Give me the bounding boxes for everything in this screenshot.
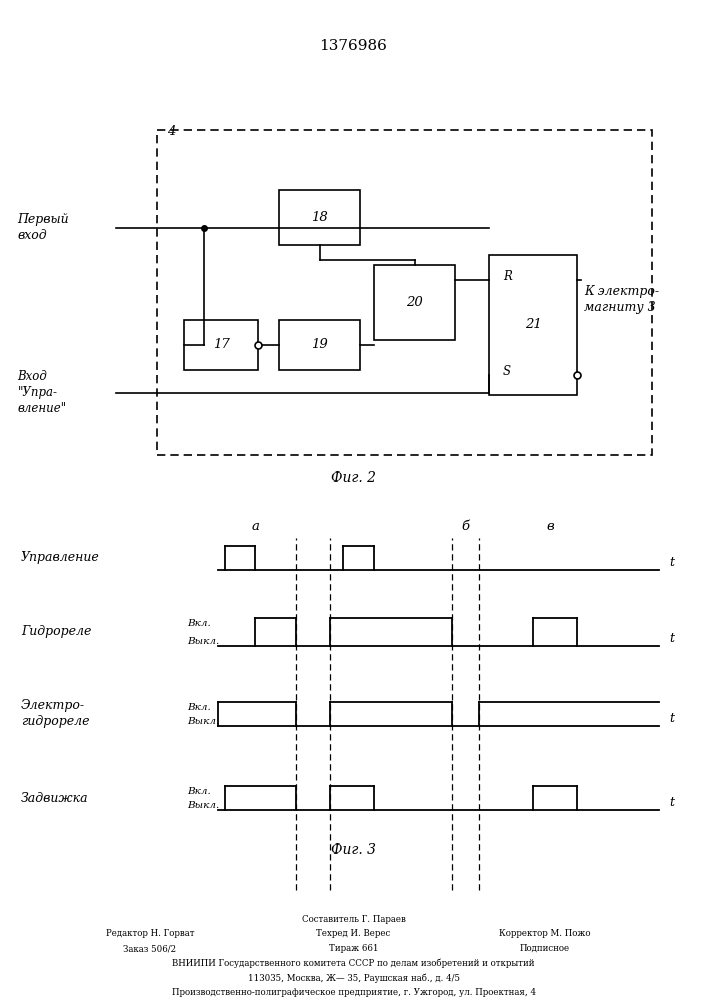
Text: Фиг. 2: Фиг. 2 xyxy=(331,471,376,485)
Bar xyxy=(489,255,578,395)
Text: S: S xyxy=(503,365,511,378)
Text: t: t xyxy=(669,796,674,809)
Bar xyxy=(279,320,361,370)
Text: ВНИИПИ Государственного комитета СССР по делам изобретений и открытий: ВНИИПИ Государственного комитета СССР по… xyxy=(173,959,534,968)
Text: Выкл.: Выкл. xyxy=(187,802,219,810)
Text: Вкл.: Вкл. xyxy=(187,704,211,712)
Text: R: R xyxy=(503,270,512,283)
Text: Фиг. 3: Фиг. 3 xyxy=(331,843,376,857)
Text: б: б xyxy=(462,520,469,533)
Text: 4: 4 xyxy=(167,125,175,138)
Bar xyxy=(157,130,652,455)
Text: К электро-
магниту 3: К электро- магниту 3 xyxy=(584,286,660,314)
Text: в: в xyxy=(547,520,554,533)
Text: Управление: Управление xyxy=(21,552,100,564)
Text: Составитель Г. Параев: Составитель Г. Параев xyxy=(302,915,405,924)
Text: Производственно-полиграфическое предприятие, г. Ужгород, ул. Проектная, 4: Производственно-полиграфическое предприя… xyxy=(172,988,535,997)
Text: Заказ 506/2: Заказ 506/2 xyxy=(123,944,177,953)
Text: 1376986: 1376986 xyxy=(320,39,387,53)
Text: Подписное: Подписное xyxy=(520,944,569,953)
Text: 113035, Москва, Ж— 35, Раушская наб., д. 4/5: 113035, Москва, Ж— 35, Раушская наб., д.… xyxy=(247,974,460,983)
Text: Тираж 661: Тираж 661 xyxy=(329,944,378,953)
Bar xyxy=(279,190,361,245)
Text: t: t xyxy=(669,556,674,569)
Bar xyxy=(184,320,259,370)
Bar xyxy=(374,265,455,340)
Text: a: a xyxy=(251,520,259,533)
Text: Выкл.: Выкл. xyxy=(187,638,219,647)
Text: 21: 21 xyxy=(525,318,542,332)
Text: t: t xyxy=(669,632,674,645)
Text: 19: 19 xyxy=(311,338,328,352)
Text: Редактор Н. Горват: Редактор Н. Горват xyxy=(105,929,194,938)
Text: Электро-
гидрореле: Электро- гидрореле xyxy=(21,700,89,728)
Text: 17: 17 xyxy=(213,338,230,352)
Text: Гидрореле: Гидрореле xyxy=(21,626,91,639)
Text: Техред И. Верес: Техред И. Верес xyxy=(316,929,391,938)
Text: Вкл.: Вкл. xyxy=(187,788,211,796)
Text: Выкл.: Выкл. xyxy=(187,718,219,726)
Text: t: t xyxy=(669,712,674,725)
Text: Задвижка: Задвижка xyxy=(21,792,88,804)
Text: Вход
"Упра-
вление": Вход "Упра- вление" xyxy=(18,370,66,415)
Text: 18: 18 xyxy=(311,211,328,224)
Text: 20: 20 xyxy=(407,296,423,309)
Text: Корректор М. Пожо: Корректор М. Пожо xyxy=(498,929,590,938)
Text: Вкл.: Вкл. xyxy=(187,619,211,629)
Text: Первый
вход: Первый вход xyxy=(18,213,69,242)
